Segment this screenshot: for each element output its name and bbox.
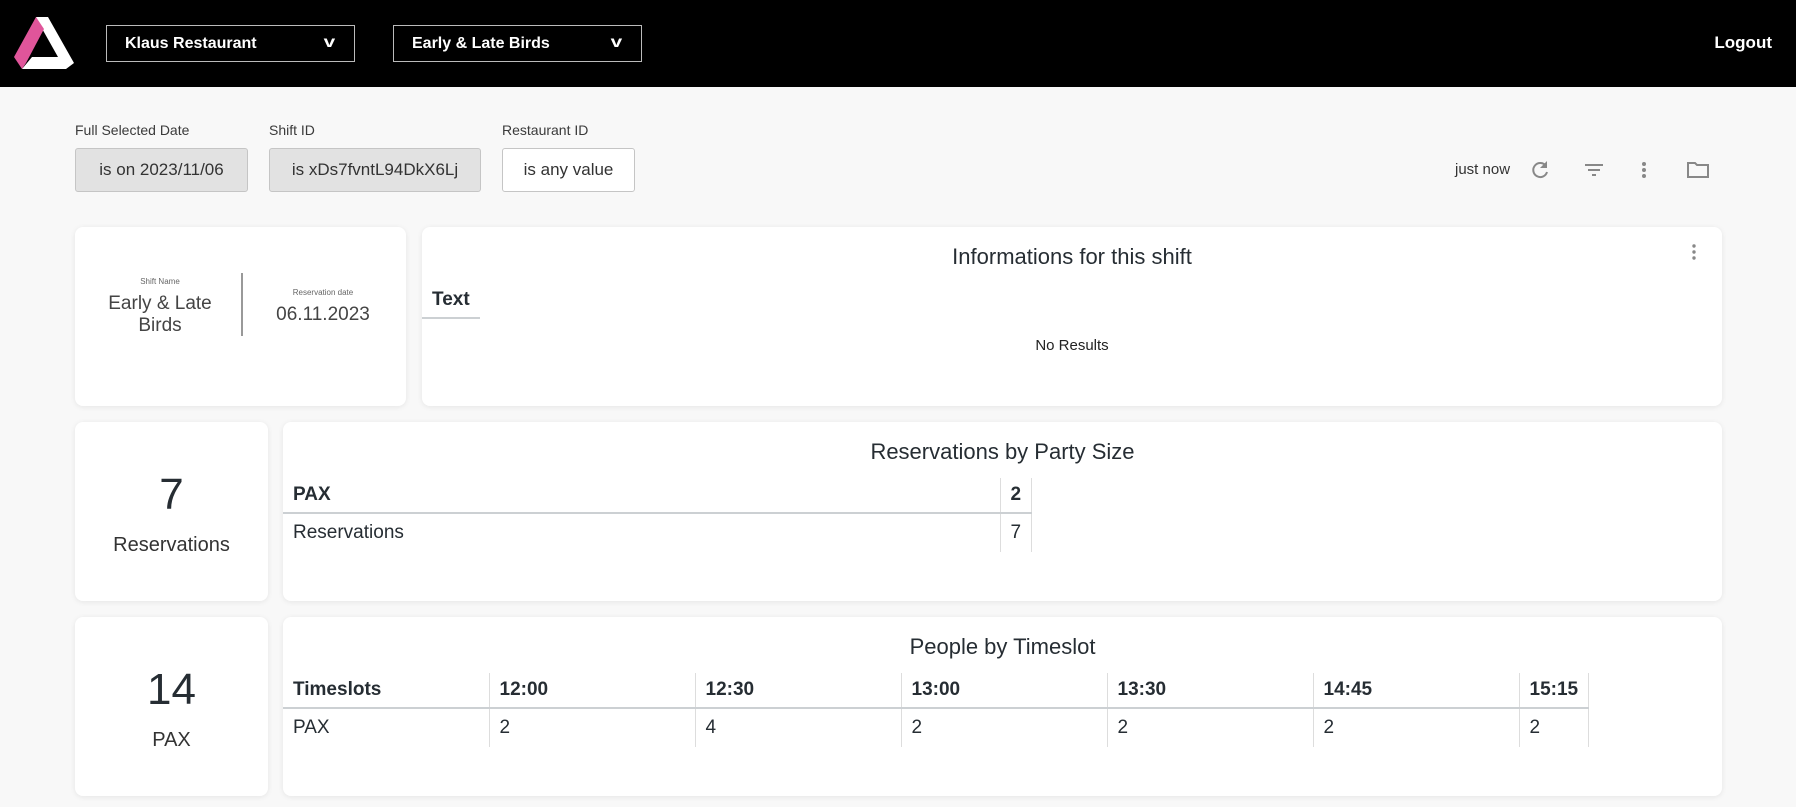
column-header[interactable]: 12:30 [695,673,902,709]
shift-name: Early & Late Birds [108,293,212,336]
table-row: Reservations 7 [283,513,1033,552]
no-results: No Results [1035,337,1109,354]
filter-shift-id[interactable]: is xDs7fvntL94DkX6Lj [269,148,481,192]
shift-informations-card: Informations for this shift Text No Resu… [422,227,1722,406]
brand-logo-icon[interactable] [14,17,74,69]
reservation-date: 06.11.2023 [276,304,370,325]
shift-dropdown[interactable]: Early & Late Birds v [393,25,642,62]
card-title: Informations for this shift [952,244,1192,269]
reservations-label: Reservations [113,534,230,556]
timeslot-card: People by Timeslot Timeslots 12:00 12:30… [283,617,1722,796]
card-title: Reservations by Party Size [870,439,1135,464]
folder-icon[interactable] [1686,158,1710,182]
reservation-date-label: Reservation date [292,288,354,297]
table-cell: 2 [1107,708,1314,747]
shift-name-label: Shift Name [140,277,180,286]
last-updated: just now [1455,161,1511,178]
shift-info-card: Shift Name Early & Late Birds Reservatio… [75,227,406,406]
party-size-card: Reservations by Party Size PAX 2 Reservat… [283,422,1722,601]
table-cell: 4 [695,708,902,747]
table-cell: 7 [1000,513,1033,552]
more-vert-icon[interactable] [1632,158,1656,182]
column-header[interactable]: PAX [283,478,1001,514]
table-cell: 2 [1519,708,1590,747]
card-title: People by Timeslot [909,634,1096,659]
refresh-icon[interactable] [1528,158,1552,182]
restaurant-dropdown-value: Klaus Restaurant [125,35,257,52]
chevron-down-icon: v [323,34,336,51]
table-header-row: PAX 2 [283,478,1033,514]
column-header[interactable]: 13:30 [1107,673,1314,709]
filter-date[interactable]: is on 2023/11/06 [75,148,248,192]
column-header[interactable]: 15:15 [1519,673,1590,709]
restaurant-dropdown[interactable]: Klaus Restaurant v [106,25,355,62]
chevron-down-icon: v [610,34,623,51]
pax-label: PAX [152,729,191,751]
pax-kpi-card: 14 PAX [75,617,268,796]
filter-icon[interactable] [1582,158,1606,182]
reservations-kpi-card: 7 Reservations [75,422,268,601]
table-cell: 2 [1313,708,1520,747]
filter-label-date: Full Selected Date [75,122,190,138]
table-header-row: Timeslots 12:00 12:30 13:00 13:30 14:45 … [283,673,1590,709]
table-cell: 2 [901,708,1108,747]
logout-button[interactable]: Logout [1714,33,1772,52]
top-nav: Klaus Restaurant v Early & Late Birds v Lo… [0,0,1796,87]
column-header[interactable]: 2 [1000,478,1033,514]
pax-count: 14 [147,665,196,714]
more-vert-icon[interactable] [1688,243,1700,261]
filter-label-shift-id: Shift ID [269,122,315,138]
reservations-count: 7 [159,470,184,519]
filter-restaurant-id[interactable]: is any value [502,148,635,192]
table-cell: Reservations [283,513,1001,552]
table-cell: 2 [489,708,696,747]
shift-dropdown-value: Early & Late Birds [412,35,550,52]
filter-label-restaurant-id: Restaurant ID [502,122,589,138]
column-header[interactable]: Timeslots [283,673,490,709]
table-row: PAX 2 4 2 2 2 2 [283,708,1590,747]
column-header-text[interactable]: Text [422,283,480,319]
column-header[interactable]: 14:45 [1313,673,1520,709]
column-header[interactable]: 13:00 [901,673,1108,709]
table-cell: PAX [283,708,490,747]
column-header[interactable]: 12:00 [489,673,696,709]
